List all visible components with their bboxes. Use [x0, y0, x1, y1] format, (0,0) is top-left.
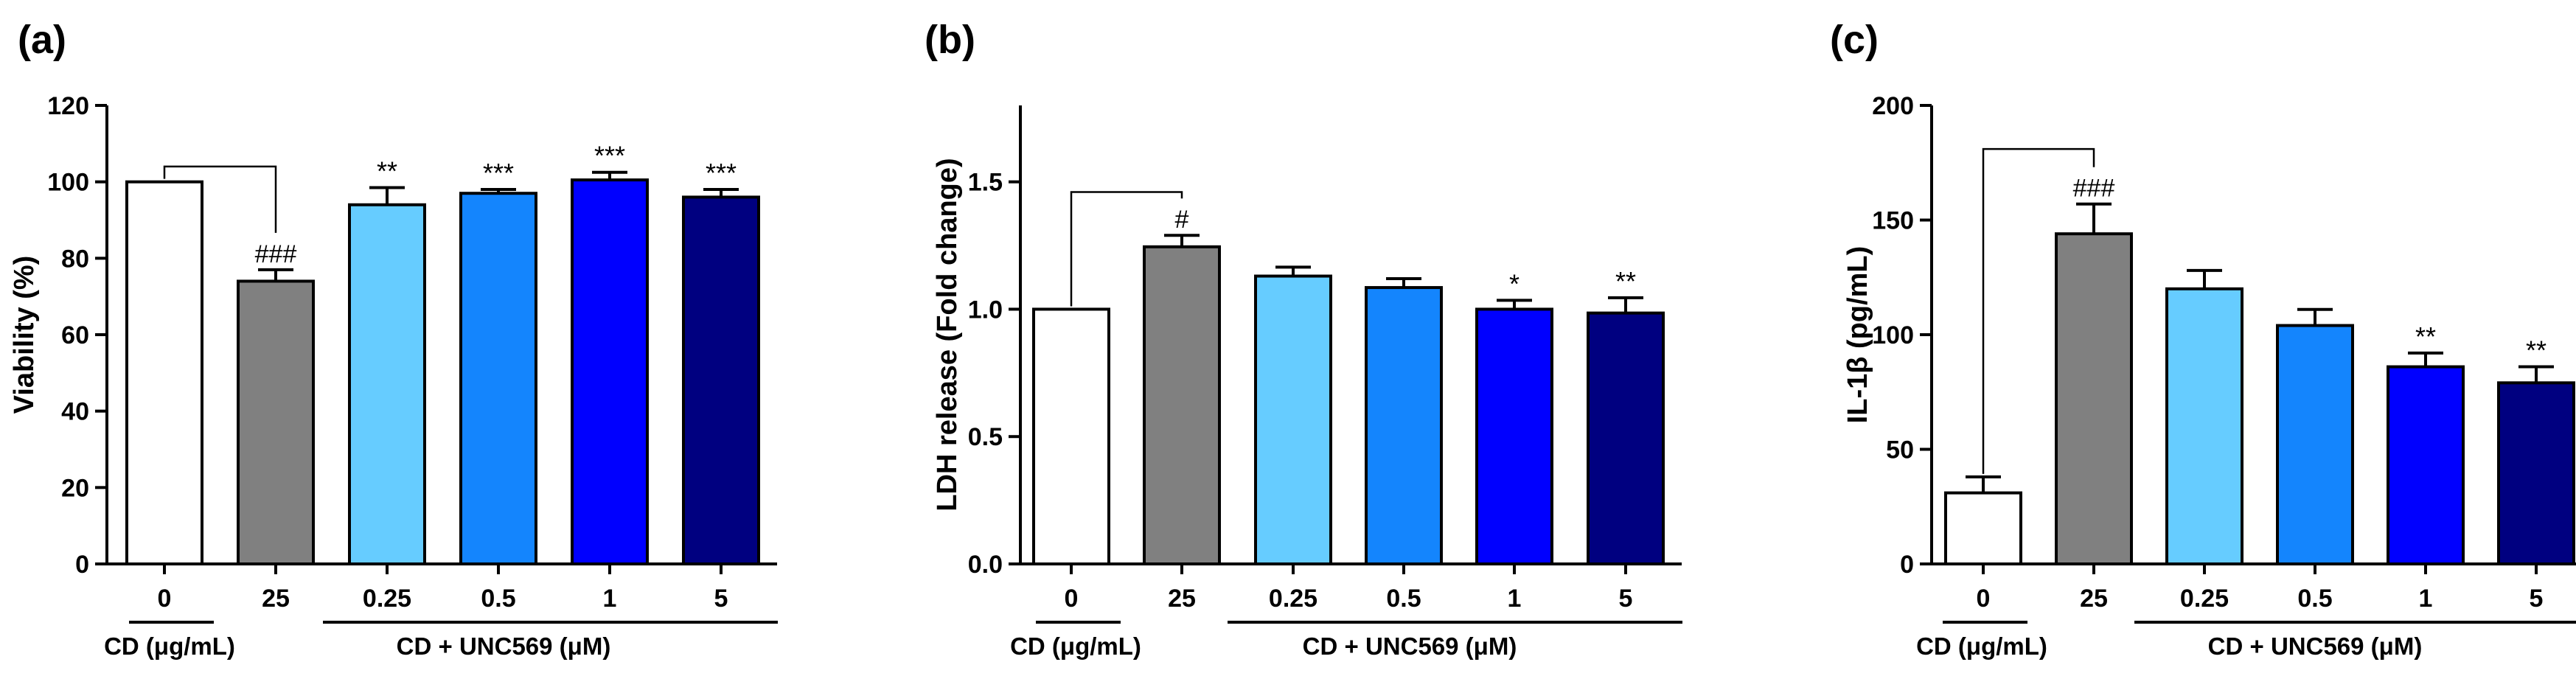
- x-tick-label: 25: [1168, 585, 1196, 613]
- significance-label: *: [1509, 268, 1520, 299]
- x-tick-label: 25: [2080, 585, 2108, 613]
- y-tick-label: 0.0: [968, 551, 1003, 579]
- bar-5: [1587, 311, 1665, 565]
- x-tick-label: 0.5: [481, 585, 515, 613]
- significance-label: ***: [483, 158, 514, 188]
- x-tick-label: 1: [603, 585, 617, 613]
- x-tick-label: 0.25: [363, 585, 411, 613]
- y-tick-label: 200: [1872, 92, 1914, 120]
- x-tick-label: 0.25: [1269, 585, 1317, 613]
- y-tick-label: 150: [1872, 207, 1914, 235]
- significance-label: #: [1175, 206, 1189, 234]
- significance-label: **: [377, 156, 397, 186]
- group-label-cd: CD (μg/mL): [104, 633, 235, 660]
- significance-label: ###: [255, 240, 297, 268]
- x-tick-label: 0: [158, 585, 172, 613]
- y-tick-label: 20: [61, 474, 89, 502]
- significance-label: ###: [2073, 175, 2115, 203]
- x-tick-label: 0.25: [2180, 585, 2229, 613]
- chart-panel-1: (a) 0 20 40 60 80 100 120 Viability (%) 0 25 ### 0.2…: [9, 18, 778, 660]
- panel-label: (c): [1830, 18, 1879, 62]
- group-label-cd: CD (μg/mL): [1916, 633, 2047, 660]
- y-tick-label: 1.5: [968, 169, 1003, 197]
- x-tick-label: 25: [262, 585, 290, 613]
- x-tick-label: 5: [714, 585, 728, 613]
- comparison-bracket: [163, 165, 277, 233]
- y-tick-label: 50: [1886, 436, 1914, 464]
- panel-label: (a): [18, 18, 66, 62]
- x-tick-label: 5: [1619, 585, 1633, 613]
- y-tick-label: 120: [47, 92, 89, 120]
- y-axis-title: IL-1β (pg/mL): [1842, 246, 1873, 424]
- bar-0.25: [1254, 274, 1332, 565]
- x-tick-label: 1: [1508, 585, 1522, 613]
- panel-label: (b): [925, 18, 975, 62]
- y-tick-label: 100: [47, 169, 89, 197]
- bar-0.25: [2165, 287, 2243, 565]
- group-label-cd-unc569: CD + UNC569 (μM): [2208, 633, 2423, 660]
- y-tick-label: 60: [61, 321, 89, 349]
- bar-5: [2497, 381, 2575, 565]
- comparison-bracket: [1982, 147, 2095, 474]
- y-axis-title: Viability (%): [9, 256, 40, 414]
- significance-label: ***: [594, 141, 625, 171]
- bar-0.5: [2276, 324, 2354, 565]
- x-tick-label: 5: [2530, 585, 2544, 613]
- bar-0.5: [459, 192, 537, 565]
- bar-25: [237, 279, 315, 565]
- bar-0.5: [1365, 286, 1443, 565]
- significance-label: **: [2526, 335, 2547, 366]
- chart-panel-3: (c) 0 50 100 150 200 IL-1β (pg/mL) 0 25 ### 0.25 0.…: [1830, 18, 2576, 660]
- bar-0: [125, 180, 203, 565]
- y-tick-label: 0.5: [968, 423, 1003, 451]
- bar-1: [571, 178, 649, 565]
- group-label-cd: CD (μg/mL): [1010, 633, 1141, 660]
- bar-25: [1143, 245, 1221, 565]
- x-tick-label: 0.5: [2297, 585, 2332, 613]
- x-tick-label: 0: [1977, 585, 1991, 613]
- x-tick-label: 1: [2419, 585, 2433, 613]
- y-tick-label: 80: [61, 245, 89, 273]
- significance-label: **: [1615, 266, 1636, 296]
- x-tick-label: 0: [1065, 585, 1079, 613]
- bar-0: [1944, 491, 2022, 566]
- group-label-cd-unc569: CD + UNC569 (μM): [397, 633, 611, 660]
- comparison-bracket: [1070, 191, 1183, 307]
- y-tick-label: 0: [1900, 551, 1914, 579]
- bar-1: [1475, 307, 1553, 565]
- x-tick-label: 0.5: [1386, 585, 1421, 613]
- y-tick-label: 40: [61, 398, 89, 426]
- bar-1: [2387, 365, 2465, 565]
- bar-5: [682, 195, 760, 565]
- bar-0: [1032, 307, 1110, 565]
- significance-label: ***: [706, 158, 737, 188]
- y-axis-title: LDH release (Fold change): [932, 158, 963, 511]
- group-label-cd-unc569: CD + UNC569 (μM): [1303, 633, 1517, 660]
- y-tick-label: 1.0: [968, 296, 1003, 324]
- y-tick-label: 100: [1872, 321, 1914, 349]
- y-tick-label: 0: [75, 551, 89, 579]
- bar-25: [2055, 232, 2133, 565]
- significance-label: **: [2415, 321, 2436, 352]
- bar-0.25: [348, 203, 426, 565]
